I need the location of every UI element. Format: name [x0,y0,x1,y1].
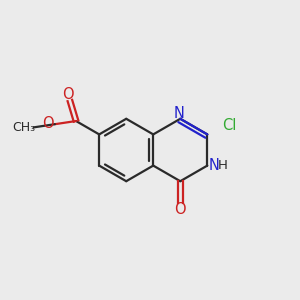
Text: O: O [63,87,74,102]
Text: Cl: Cl [222,118,236,133]
Text: O: O [175,202,186,217]
Text: N: N [173,106,184,121]
Text: CH₃: CH₃ [13,121,36,134]
Text: O: O [43,116,54,131]
Text: H: H [218,159,228,172]
Text: N: N [208,158,219,173]
